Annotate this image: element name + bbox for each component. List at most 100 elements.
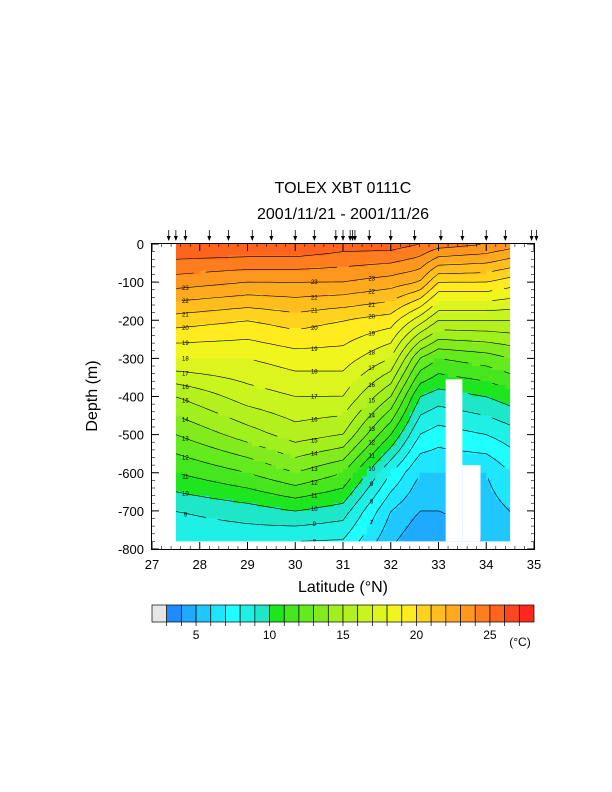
field-cell	[233, 358, 239, 363]
field-cell	[323, 324, 330, 329]
field-cell	[457, 373, 463, 379]
field-cell	[428, 507, 435, 512]
field-cell	[448, 316, 454, 321]
field-cell	[295, 468, 301, 474]
field-cell	[194, 537, 201, 542]
field-cell	[409, 526, 416, 531]
field-cell	[295, 369, 301, 375]
field-cell	[395, 430, 401, 436]
field-cell	[218, 415, 225, 420]
field-cell	[433, 495, 440, 501]
field-cell	[424, 507, 430, 512]
field-cell	[190, 457, 196, 462]
field-cell	[300, 449, 306, 455]
field-cell	[218, 392, 225, 398]
field-cell	[300, 499, 306, 504]
field-cell	[271, 457, 277, 462]
field-cell	[190, 419, 196, 424]
field-cell	[405, 301, 411, 306]
field-cell	[199, 247, 206, 253]
field-cell	[252, 400, 258, 405]
field-cell	[438, 480, 444, 485]
field-cell	[438, 324, 444, 329]
field-cell	[175, 320, 182, 325]
field-cell	[194, 476, 201, 481]
field-cell	[271, 274, 277, 279]
field-cell	[376, 407, 382, 413]
field-cell	[433, 507, 440, 512]
field-cell	[214, 263, 220, 268]
field-cell	[266, 526, 272, 531]
field-cell	[357, 381, 363, 386]
field-cell	[300, 327, 306, 333]
field-cell	[180, 404, 187, 409]
field-cell	[371, 465, 378, 470]
field-cell	[448, 339, 454, 344]
field-cell	[218, 404, 225, 409]
field-cell	[247, 419, 253, 424]
field-cell	[223, 533, 230, 539]
field-cell	[376, 533, 382, 539]
field-cell	[333, 305, 339, 310]
field-cell	[467, 453, 473, 459]
field-cell	[405, 472, 411, 478]
field-cell	[419, 331, 425, 337]
field-cell	[419, 396, 425, 401]
field-cell	[438, 343, 444, 348]
field-cell	[271, 278, 277, 283]
field-cell	[242, 518, 249, 523]
field-cell	[366, 457, 373, 462]
field-cell	[419, 278, 425, 283]
field-cell	[471, 381, 478, 386]
field-cell	[395, 339, 401, 344]
field-cell	[237, 327, 244, 333]
field-cell	[352, 514, 358, 520]
field-cell	[428, 514, 435, 520]
field-cell	[204, 449, 210, 455]
field-cell	[323, 488, 330, 493]
field-cell	[395, 312, 401, 318]
field-cell	[462, 434, 468, 440]
field-cell	[295, 244, 301, 249]
field-cell	[319, 259, 325, 264]
field-cell	[419, 373, 425, 379]
field-cell	[218, 434, 225, 440]
field-cell	[347, 461, 354, 466]
field-cell	[433, 499, 440, 504]
field-cell	[295, 533, 301, 539]
field-cell	[414, 270, 421, 276]
field-cell	[242, 259, 249, 264]
field-cell	[452, 305, 459, 310]
field-cell	[381, 507, 387, 512]
field-cell	[285, 499, 292, 504]
field-cell	[214, 427, 220, 432]
field-cell	[448, 263, 454, 268]
field-cell	[175, 434, 182, 440]
field-cell	[204, 468, 210, 474]
field-cell	[414, 488, 421, 493]
field-cell	[295, 427, 301, 432]
field-cell	[209, 419, 215, 424]
field-cell	[419, 537, 425, 542]
field-cell	[190, 415, 196, 420]
field-cell	[204, 327, 210, 333]
field-cell	[233, 362, 239, 367]
field-cell	[314, 400, 320, 405]
field-cell	[252, 316, 258, 321]
field-cell	[285, 400, 292, 405]
field-cell	[376, 415, 382, 420]
field-cell	[209, 442, 215, 447]
field-cell	[362, 446, 368, 451]
field-cell	[199, 305, 206, 310]
field-cell	[257, 255, 263, 260]
field-cell	[347, 503, 354, 508]
field-cell	[237, 282, 244, 287]
field-cell	[190, 476, 196, 481]
field-cell	[424, 335, 430, 340]
field-cell	[385, 407, 392, 413]
field-cell	[471, 282, 478, 287]
field-cell	[467, 434, 473, 440]
field-cell	[266, 457, 272, 462]
field-cell	[285, 526, 292, 531]
field-cell	[309, 289, 315, 295]
